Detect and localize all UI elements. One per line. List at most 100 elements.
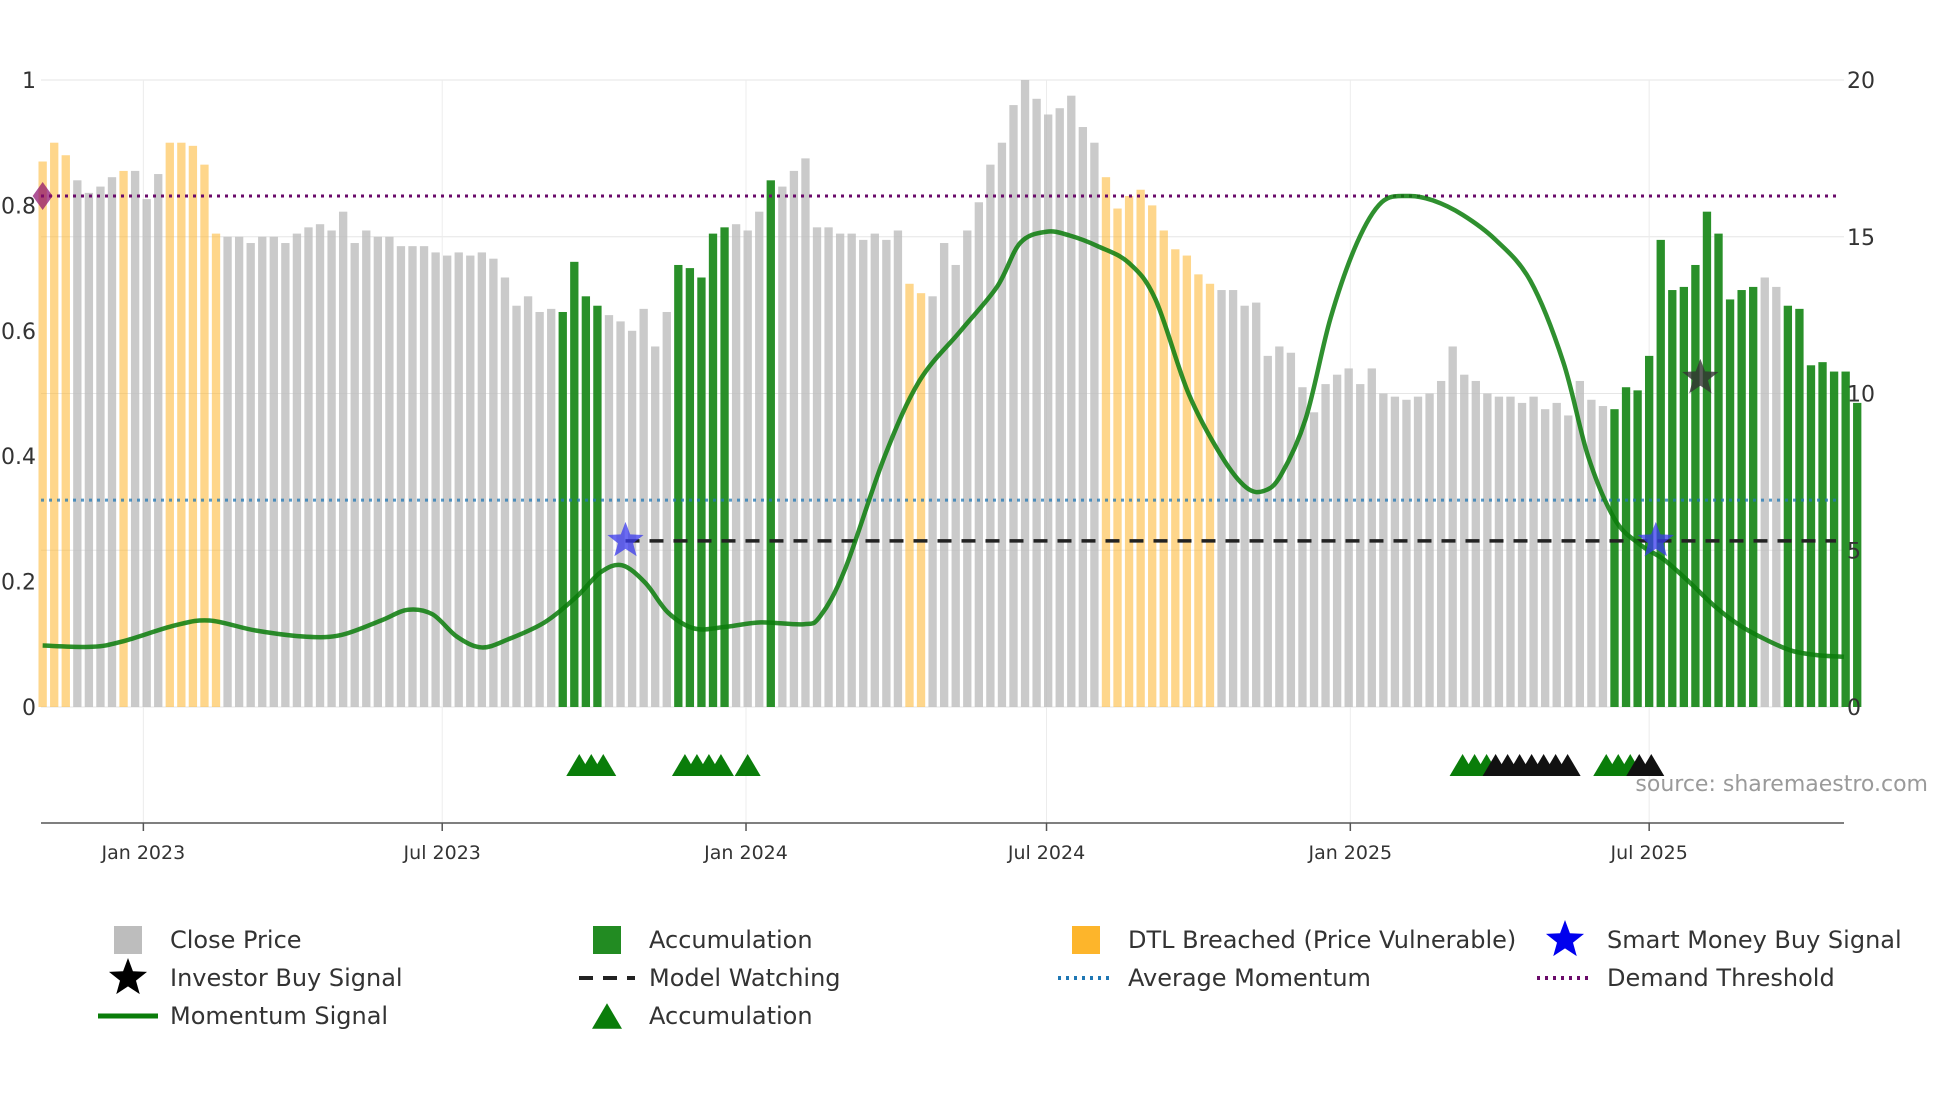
price-bar — [431, 252, 440, 708]
price-bar — [1645, 355, 1654, 707]
price-bar — [535, 311, 544, 707]
price-bar — [1413, 396, 1423, 707]
right-axis-tick-label: 15 — [1847, 226, 1875, 251]
price-bar — [142, 199, 151, 707]
price-bar — [835, 233, 845, 708]
price-bar — [986, 164, 995, 707]
price-bar — [674, 264, 683, 707]
price-bar — [1806, 365, 1816, 707]
price-bar — [1228, 290, 1238, 707]
price-bar — [882, 239, 891, 707]
legend-label: Momentum Signal — [170, 1002, 388, 1030]
left-axis-tick-label: 0 — [22, 696, 36, 721]
legend-label: DTL Breached (Price Vulnerable) — [1128, 926, 1516, 954]
price-bar — [292, 233, 302, 708]
accumulation-triangle — [590, 753, 617, 777]
price-bar — [327, 230, 336, 708]
legend-item: Accumulation — [592, 1002, 813, 1030]
price-bar — [1575, 380, 1584, 707]
price-bar — [1725, 299, 1735, 707]
price-bar — [1217, 290, 1226, 707]
price-bar — [500, 277, 510, 707]
price-bar — [604, 315, 614, 707]
price-bar — [38, 161, 47, 707]
legend-item: Smart Money Buy Signal — [1545, 920, 1902, 957]
price-bar — [443, 255, 452, 707]
price-bar — [1078, 127, 1088, 707]
price-bar — [1564, 415, 1573, 707]
legend-label: Close Price — [170, 926, 302, 954]
price-bar — [1853, 402, 1862, 707]
price-bar — [1691, 264, 1700, 707]
price-bar — [1425, 393, 1434, 707]
x-axis-tick-label: Jan 2024 — [703, 842, 788, 864]
price-bar — [1795, 308, 1804, 707]
price-bar — [651, 346, 660, 707]
price-bar — [211, 233, 221, 708]
price-bar — [847, 233, 856, 708]
legend-star-icon — [108, 958, 148, 995]
price-bar — [627, 330, 637, 707]
x-axis-tick-label: Jul 2023 — [403, 842, 481, 864]
price-bar — [362, 230, 371, 708]
price-bar — [1148, 205, 1157, 707]
price-bar — [154, 174, 163, 708]
price-bar — [269, 236, 278, 707]
price-bar — [928, 296, 937, 707]
price-bar — [570, 261, 579, 707]
price-bar — [258, 236, 267, 707]
price-bar — [223, 236, 232, 707]
price-bar — [408, 246, 417, 707]
price-bar — [73, 180, 82, 707]
price-bar — [1055, 108, 1064, 708]
left-axis-tick-label: 0.2 — [1, 571, 36, 596]
price-bar — [639, 308, 648, 707]
price-bar — [1702, 211, 1712, 708]
price-bar — [1448, 346, 1457, 707]
price-bar — [512, 305, 521, 707]
investor-triangle — [1554, 753, 1581, 777]
price-bar — [315, 224, 325, 707]
price-bar — [616, 321, 625, 707]
price-bar — [1529, 396, 1538, 707]
legend-item: DTL Breached (Price Vulnerable) — [1072, 926, 1516, 954]
price-bar — [234, 236, 244, 707]
price-bar — [1298, 387, 1307, 707]
legend-label: Investor Buy Signal — [170, 964, 403, 992]
price-bars — [38, 80, 1862, 708]
right-axis-tick-label: 10 — [1847, 383, 1875, 408]
price-bar — [1090, 142, 1099, 707]
price-bar — [1309, 412, 1319, 707]
price-bar — [1737, 290, 1746, 707]
price-bar — [789, 170, 799, 708]
price-bar — [96, 186, 105, 708]
price-bar — [50, 142, 59, 707]
price-bar — [1772, 286, 1781, 707]
investor-buy-star — [1682, 358, 1719, 394]
price-bar — [1321, 384, 1330, 707]
legend-item: Momentum Signal — [98, 1002, 388, 1030]
price-bar — [697, 277, 706, 707]
legend-label: Average Momentum — [1128, 964, 1371, 992]
price-bar — [1124, 195, 1134, 707]
accumulation-triangle — [707, 753, 734, 777]
legend-label: Accumulation — [649, 926, 813, 954]
x-axis-tick-label: Jul 2025 — [1610, 842, 1688, 864]
price-bar — [1460, 374, 1469, 707]
price-bar — [547, 308, 556, 707]
price-bar — [824, 227, 833, 707]
momentum-signal-line — [42, 193, 1845, 660]
price-bar — [1679, 286, 1689, 707]
price-bar — [419, 246, 429, 707]
investor-triangle — [1638, 753, 1665, 777]
price-bar — [385, 236, 394, 707]
price-bar — [581, 296, 591, 707]
left-axis-tick-label: 0.8 — [1, 194, 36, 219]
watermark-text: source: sharemaestro.com — [1635, 772, 1928, 797]
price-bar — [1656, 239, 1665, 707]
price-bar — [188, 145, 198, 707]
price-bar — [1818, 362, 1827, 707]
price-bar — [1240, 305, 1249, 707]
price-bar — [801, 158, 810, 707]
